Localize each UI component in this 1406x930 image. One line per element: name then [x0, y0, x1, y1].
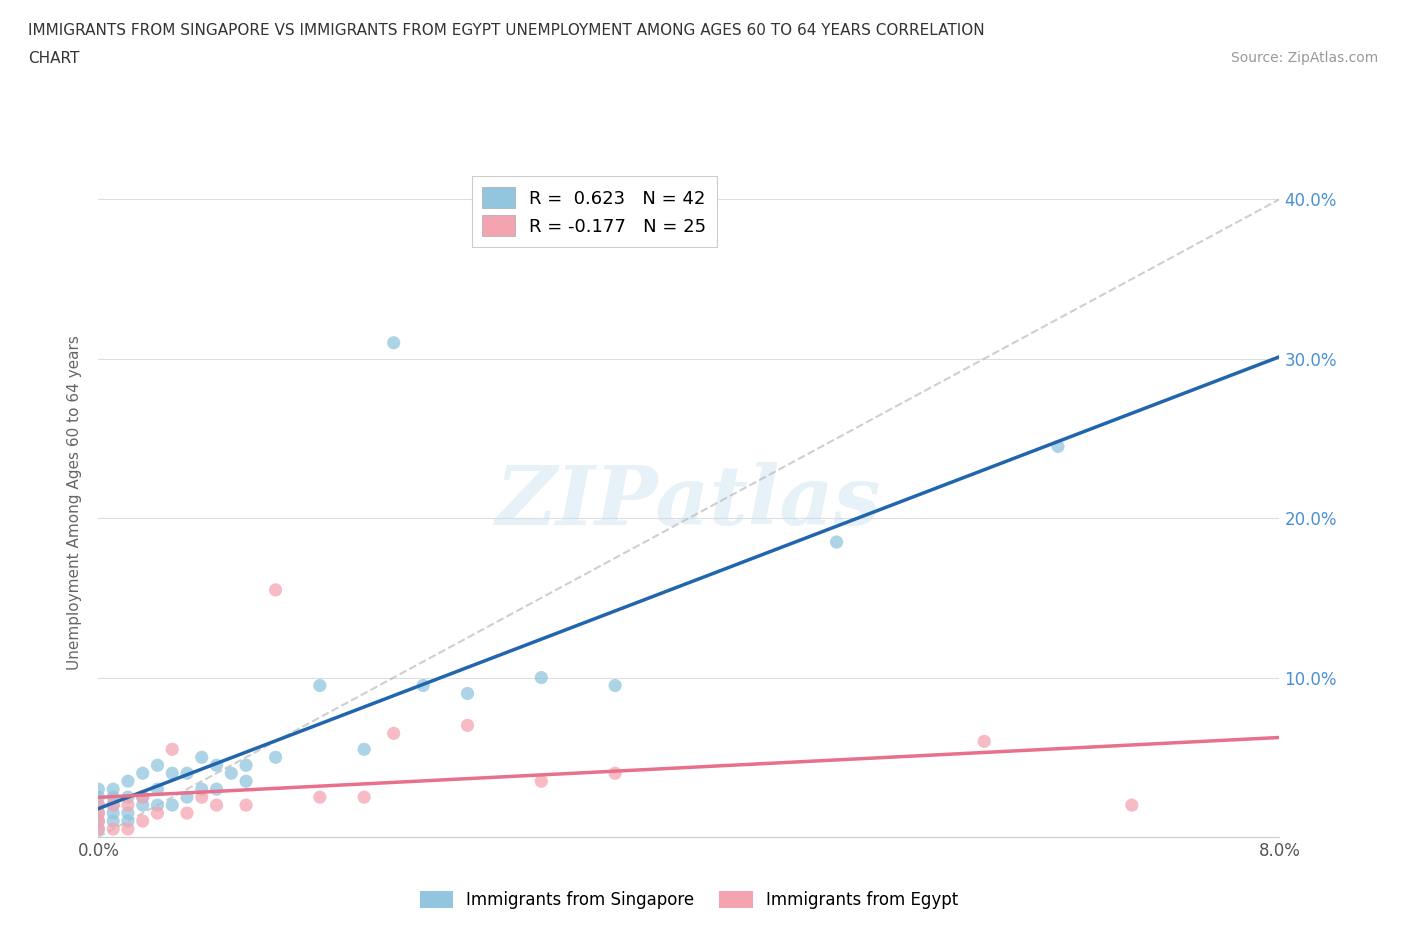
- Point: [146, 782, 169, 797]
- Point: [117, 814, 139, 829]
- Point: [146, 798, 169, 813]
- Point: [87, 798, 110, 813]
- Point: [132, 765, 155, 780]
- Point: [205, 782, 228, 797]
- Point: [103, 798, 125, 813]
- Point: [382, 726, 405, 741]
- Point: [219, 765, 242, 780]
- Point: [87, 814, 110, 829]
- Legend: Immigrants from Singapore, Immigrants from Egypt: Immigrants from Singapore, Immigrants fr…: [413, 884, 965, 916]
- Point: [103, 790, 125, 804]
- Point: [530, 671, 553, 685]
- Point: [103, 805, 125, 820]
- Point: [308, 790, 332, 804]
- Point: [132, 814, 155, 829]
- Point: [117, 790, 139, 804]
- Point: [103, 782, 125, 797]
- Point: [264, 750, 287, 764]
- Text: Source: ZipAtlas.com: Source: ZipAtlas.com: [1230, 51, 1378, 65]
- Point: [353, 790, 375, 804]
- Point: [132, 790, 155, 804]
- Point: [1046, 439, 1069, 454]
- Point: [117, 805, 139, 820]
- Point: [87, 821, 110, 836]
- Point: [235, 798, 257, 813]
- Point: [176, 765, 198, 780]
- Point: [176, 805, 198, 820]
- Point: [132, 798, 155, 813]
- Point: [973, 734, 995, 749]
- Point: [146, 805, 169, 820]
- Text: IMMIGRANTS FROM SINGAPORE VS IMMIGRANTS FROM EGYPT UNEMPLOYMENT AMONG AGES 60 TO: IMMIGRANTS FROM SINGAPORE VS IMMIGRANTS …: [28, 23, 984, 38]
- Point: [87, 805, 110, 820]
- Point: [132, 790, 155, 804]
- Point: [1121, 798, 1143, 813]
- Point: [87, 821, 110, 836]
- Point: [103, 798, 125, 813]
- Point: [117, 774, 139, 789]
- Point: [605, 765, 627, 780]
- Point: [87, 798, 110, 813]
- Point: [412, 678, 434, 693]
- Point: [87, 814, 110, 829]
- Point: [87, 790, 110, 804]
- Point: [456, 718, 478, 733]
- Point: [353, 742, 375, 757]
- Point: [162, 742, 183, 757]
- Text: CHART: CHART: [28, 51, 80, 66]
- Point: [117, 821, 139, 836]
- Point: [117, 798, 139, 813]
- Point: [162, 798, 183, 813]
- Point: [146, 758, 169, 773]
- Point: [530, 774, 553, 789]
- Point: [87, 805, 110, 820]
- Point: [825, 535, 848, 550]
- Y-axis label: Unemployment Among Ages 60 to 64 years: Unemployment Among Ages 60 to 64 years: [67, 335, 83, 670]
- Point: [176, 790, 198, 804]
- Point: [87, 782, 110, 797]
- Point: [191, 782, 214, 797]
- Point: [191, 750, 214, 764]
- Point: [308, 678, 332, 693]
- Text: ZIPatlas: ZIPatlas: [496, 462, 882, 542]
- Point: [456, 686, 478, 701]
- Point: [235, 758, 257, 773]
- Point: [103, 814, 125, 829]
- Point: [205, 798, 228, 813]
- Point: [264, 582, 287, 597]
- Point: [605, 678, 627, 693]
- Point: [205, 758, 228, 773]
- Point: [162, 765, 183, 780]
- Point: [191, 790, 214, 804]
- Point: [382, 336, 405, 351]
- Point: [235, 774, 257, 789]
- Point: [103, 821, 125, 836]
